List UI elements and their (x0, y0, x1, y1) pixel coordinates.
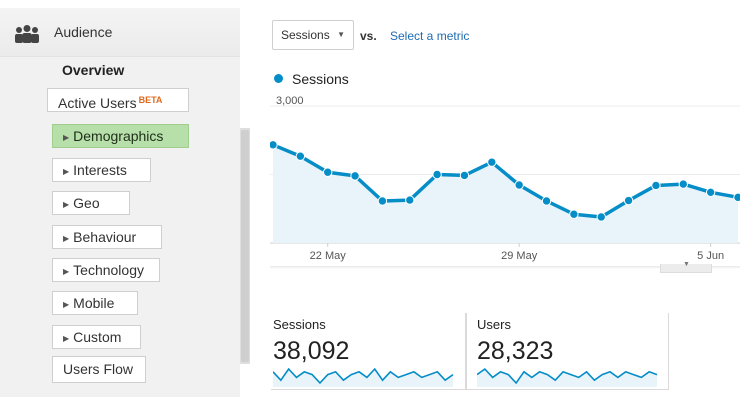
expand-caret-icon: ▶ (63, 234, 70, 243)
sparkline-area (477, 369, 657, 387)
data-point (569, 209, 579, 219)
legend-marker (274, 74, 283, 83)
scorecard-sessions[interactable]: Sessions 38,092 (271, 313, 466, 390)
sidebar-scrollbar-thumb[interactable] (241, 130, 249, 362)
nav-item-label: Geo (73, 195, 100, 211)
sessions-sparkline (273, 367, 454, 387)
nav-item-label: Custom (73, 329, 122, 345)
chevron-down-icon: ▼ (683, 261, 690, 268)
nav-item-behaviour[interactable]: ▶ Behaviour (52, 225, 162, 249)
data-point (651, 180, 661, 191)
data-point (432, 169, 442, 180)
vs-label: vs. (360, 29, 377, 43)
metric-select[interactable]: Sessions ▼ (272, 20, 354, 50)
users-sparkline (477, 367, 658, 387)
metric-select-value: Sessions (281, 28, 330, 42)
select-metric-link[interactable]: Select a metric (390, 29, 470, 43)
sparkline-line (273, 367, 454, 385)
nav-item-label: Interests (73, 162, 127, 178)
data-point (377, 196, 388, 206)
x-tick-label: 5 Jun (697, 250, 724, 262)
scorecard-value: 28,323 (477, 337, 554, 365)
audience-section-header[interactable]: Audience (0, 8, 240, 57)
expand-caret-icon: ▶ (63, 167, 70, 176)
nav-item-custom[interactable]: ▶ Custom (52, 325, 141, 349)
data-point (541, 196, 552, 206)
nav-item-interests[interactable]: ▶ Interests (52, 158, 151, 182)
expand-caret-icon: ▶ (63, 334, 70, 343)
data-point (270, 140, 278, 150)
nav-item-label: Mobile (73, 295, 115, 311)
nav-item-label: Behaviour (73, 229, 137, 245)
nav-active-users-label: Active Users (58, 95, 137, 111)
dropdown-arrow-icon: ▼ (337, 30, 345, 39)
data-point (405, 195, 415, 205)
data-point (705, 187, 716, 198)
scorecard-value: 38,092 (273, 337, 350, 365)
sparkline-area (273, 369, 453, 387)
data-point (323, 167, 333, 177)
data-point (295, 151, 306, 161)
x-tick-label: 22 May (310, 250, 347, 262)
data-point (733, 192, 740, 203)
audience-section-title: Audience (54, 24, 113, 40)
x-tick-label: 29 May (501, 250, 538, 262)
sessions-area (273, 144, 738, 243)
sparkline-line (477, 367, 658, 385)
data-point (678, 179, 688, 189)
data-point (350, 171, 360, 181)
expand-caret-icon: ▶ (63, 133, 70, 142)
expand-caret-icon: ▶ (63, 267, 70, 276)
data-point (487, 157, 497, 167)
expand-caret-icon: ▶ (63, 200, 70, 209)
nav-users-flow-label: Users Flow (63, 361, 134, 377)
legend-label-sessions: Sessions (292, 71, 349, 87)
nav-item-demographics[interactable]: ▶ Demographics (52, 124, 189, 148)
beta-badge: BETA (138, 95, 163, 105)
sidebar: Audience Overview Active Users BETA ▶ Demo… (0, 0, 252, 416)
data-point (623, 195, 634, 206)
nav-item-label: Technology (73, 262, 144, 278)
nav-item-geo[interactable]: ▶ Geo (52, 191, 130, 215)
chart-divider (270, 266, 740, 269)
nav-users-flow[interactable]: Users Flow (52, 356, 146, 383)
data-point (514, 180, 524, 190)
data-point (459, 170, 470, 181)
audience-icon (15, 25, 39, 43)
scorecard-label: Sessions (273, 317, 326, 332)
scorecard-users[interactable]: Users 28,323 (466, 313, 669, 390)
chart-collapse-handle[interactable]: ▼ (660, 261, 712, 273)
nav-overview[interactable]: Overview (62, 62, 125, 78)
data-point (596, 212, 606, 222)
nav-active-users[interactable]: Active Users BETA (47, 88, 189, 112)
nav-item-label: Demographics (73, 128, 164, 144)
scorecard-label: Users (477, 317, 511, 332)
nav-item-mobile[interactable]: ▶ Mobile (52, 291, 138, 315)
nav-item-technology[interactable]: ▶ Technology (52, 258, 160, 282)
y-tick-label: 3,000 (276, 95, 304, 107)
expand-caret-icon: ▶ (63, 300, 70, 309)
